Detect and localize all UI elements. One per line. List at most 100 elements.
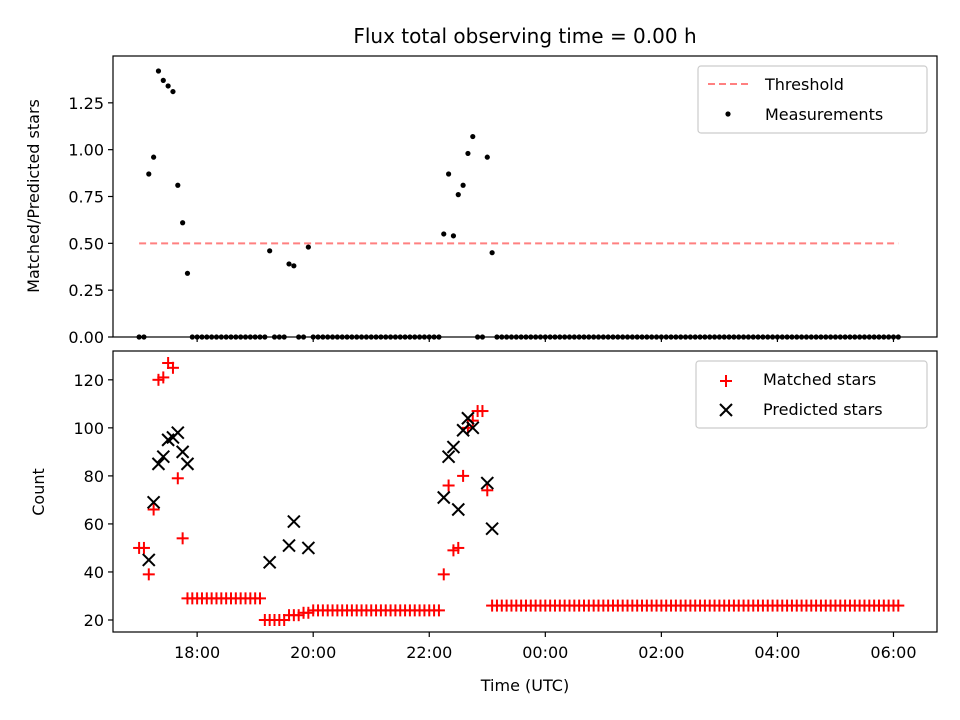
- predicted-star-point: [156, 449, 170, 464]
- matched-star-point: [254, 592, 267, 605]
- predicted-star-point: [175, 445, 190, 459]
- predicted-star-point: [466, 421, 480, 435]
- count-y-tick-label: 120: [73, 371, 104, 390]
- measurement-point: [146, 171, 152, 177]
- matched-legend-marker: [720, 375, 732, 387]
- count-y-tick-label: 60: [84, 515, 104, 534]
- measurement-point: [455, 192, 461, 198]
- count-plot-frame: [112, 350, 938, 633]
- predicted-star-point: [142, 553, 156, 567]
- measurement-point: [180, 220, 186, 226]
- measurement-point: [450, 233, 457, 239]
- chart-title: Flux total observing time = 0.00 h: [353, 24, 696, 48]
- matched-star-point: [142, 568, 155, 581]
- matched-star-point: [476, 405, 489, 418]
- predicted-legend-marker: [719, 403, 733, 417]
- matched-star-point: [171, 472, 184, 485]
- predicted-star-point: [171, 425, 185, 440]
- count-y-tick-label: 80: [84, 467, 104, 486]
- ratio-y-axis-label: Matched/Predicted stars: [24, 99, 43, 293]
- matched-star-point: [157, 371, 170, 384]
- measurement-point: [470, 133, 476, 140]
- predicted-star-point: [151, 457, 166, 471]
- count-panel: 20 40 60 80 100 120 18:00 20:00 22:00 00:00 02:00…: [29, 350, 938, 695]
- matched-star-point: [466, 414, 479, 427]
- predicted-star-point: [456, 423, 470, 437]
- matched-star-point: [166, 361, 179, 374]
- matched-star-point: [442, 479, 455, 492]
- count-x-tick-label: 06:00: [870, 643, 916, 662]
- ratio-marks: [136, 68, 901, 340]
- ratio-panel: 0.00 0.25 0.50 0.75 1.00 1.25 Matched/Predict…: [24, 55, 938, 347]
- measurement-point: [160, 77, 166, 83]
- count-y-axis-label: Count: [29, 468, 48, 516]
- ratio-legend: Threshold Measurements: [697, 65, 928, 134]
- threshold-legend-label: Threshold: [764, 75, 844, 94]
- matched-star-point: [137, 541, 150, 554]
- matched-star-point: [481, 484, 494, 497]
- ratio-legend-box: [697, 65, 928, 134]
- matched-star-point: [892, 599, 905, 612]
- ratio-y-tick-label: 0.25: [68, 281, 104, 300]
- predicted-star-point: [301, 541, 316, 555]
- count-x-tick-label: 02:00: [638, 643, 684, 662]
- count-y-tick-label: 20: [84, 611, 104, 630]
- predicted-star-point: [441, 449, 456, 464]
- matched-star-point: [437, 568, 450, 581]
- x-axis-label: Time (UTC): [480, 676, 569, 695]
- measurement-point: [175, 182, 181, 188]
- measurement-point: [165, 83, 171, 89]
- count-legend: Matched stars Predicted stars: [695, 360, 928, 429]
- measurement-point: [286, 261, 292, 267]
- matched-star-point: [147, 503, 160, 516]
- ratio-y-tick-label: 1.00: [68, 141, 104, 160]
- matched-star-point: [452, 541, 465, 554]
- count-x-tick-label: 20:00: [290, 643, 336, 662]
- ratio-plot-frame: [112, 55, 938, 338]
- predicted-star-point: [437, 490, 451, 505]
- measurement-point: [465, 150, 471, 157]
- predicted-star-point: [180, 457, 195, 471]
- count-x-tick-label: 04:00: [754, 643, 800, 662]
- matched-star-point: [457, 469, 470, 482]
- count-y-tick-label: 40: [84, 563, 104, 582]
- measurement-point: [151, 154, 157, 160]
- predicted-star-point: [485, 522, 499, 536]
- ratio-y-tick-label: 0.00: [68, 328, 104, 347]
- measurement-point: [484, 154, 490, 160]
- count-legend-box: [695, 360, 928, 429]
- measurements-legend-label: Measurements: [765, 105, 883, 124]
- count-x-tick-label: 00:00: [522, 643, 568, 662]
- predicted-star-point: [287, 514, 301, 529]
- measurement-point: [441, 231, 447, 237]
- ratio-x-ticks: [196, 337, 895, 342]
- predicted-star-point: [480, 476, 494, 490]
- measurement-point: [445, 171, 452, 177]
- measurement-point: [170, 88, 176, 95]
- measurement-point: [489, 250, 495, 256]
- measurement-point: [305, 244, 311, 250]
- count-marks: [133, 357, 905, 626]
- count-x-tick-label: 22:00: [406, 643, 452, 662]
- predicted-star-point: [282, 538, 296, 553]
- measurement-point: [155, 68, 162, 74]
- count-y-tick-label: 100: [73, 419, 104, 438]
- matched-star-point: [176, 532, 189, 545]
- measurements-legend-marker: [725, 111, 731, 117]
- predicted-star-point: [461, 411, 475, 425]
- ratio-y-ticks: 0.00 0.25 0.50 0.75 1.00 1.25: [68, 94, 113, 347]
- ratio-y-tick-label: 0.50: [68, 234, 104, 253]
- count-y-ticks: 20 40 60 80 100 120: [73, 371, 113, 630]
- predicted-legend-label: Predicted stars: [763, 400, 883, 419]
- count-x-tick-label: 18:00: [174, 643, 220, 662]
- count-x-ticks: 18:00 20:00 22:00 00:00 02:00 04:00 06:00: [174, 632, 917, 662]
- matched-legend-label: Matched stars: [763, 370, 876, 389]
- measurement-point: [267, 248, 273, 254]
- measurement-point: [291, 263, 297, 269]
- predicted-star-point: [451, 502, 465, 517]
- ratio-y-tick-label: 1.25: [68, 94, 104, 113]
- matched-star-point: [432, 604, 445, 617]
- predicted-star-point: [146, 495, 161, 510]
- measurement-point: [184, 270, 191, 276]
